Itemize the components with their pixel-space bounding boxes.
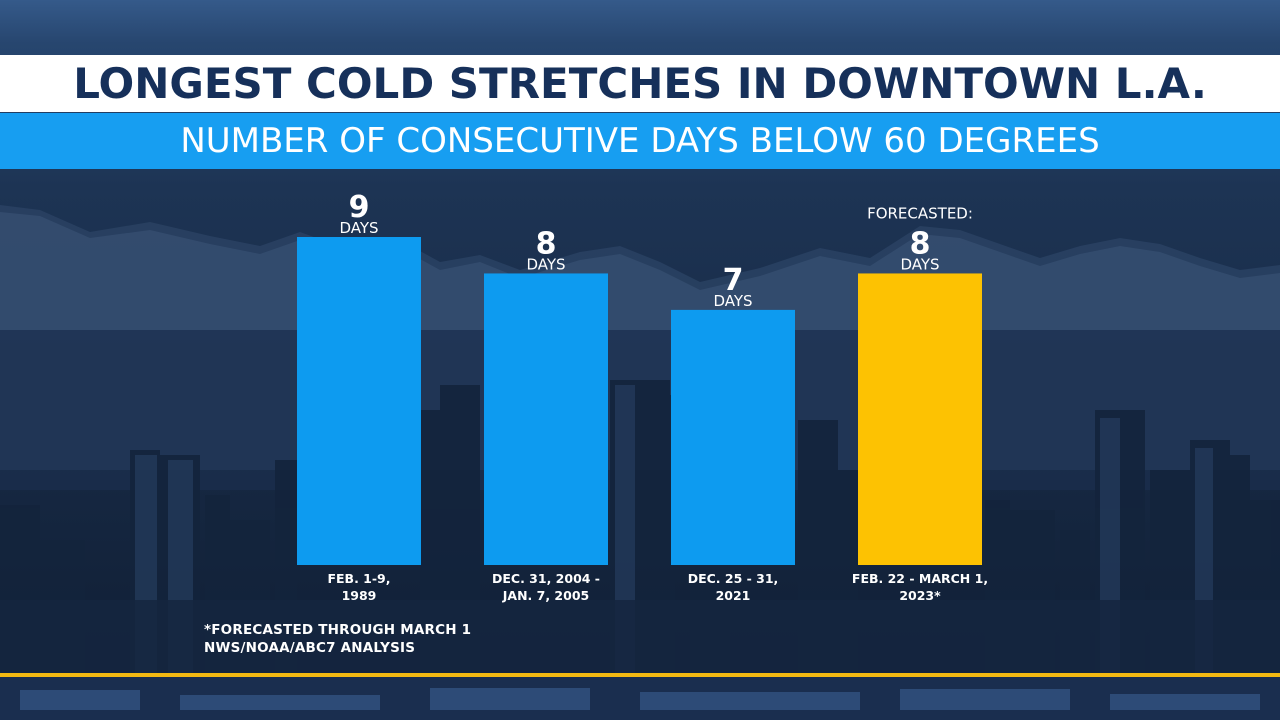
category-label: DEC. 31, 2004 - xyxy=(492,571,600,586)
bar-value-label: 9 xyxy=(349,190,370,225)
title-banner: LONGEST COLD STRETCHES IN DOWNTOWN L.A. xyxy=(0,55,1280,112)
bar xyxy=(858,273,982,565)
category-label: 2021 xyxy=(716,588,751,603)
chart-title: LONGEST COLD STRETCHES IN DOWNTOWN L.A. xyxy=(73,59,1207,108)
category-label: 2023* xyxy=(899,588,941,603)
accent-line xyxy=(0,673,1280,677)
forecast-label: FORECASTED: xyxy=(867,204,973,222)
category-label: JAN. 7, 2005 xyxy=(502,588,589,603)
bar xyxy=(484,273,608,565)
bar-unit-label: DAYS xyxy=(526,255,565,273)
category-label: DEC. 25 - 31, xyxy=(688,571,779,586)
bar-value-label: 7 xyxy=(723,263,744,298)
footnote-source: NWS/NOAA/ABC7 ANALYSIS xyxy=(204,640,416,656)
bar xyxy=(671,309,795,565)
category-label: FEB. 1-9, xyxy=(327,571,390,586)
bar-value-label: 8 xyxy=(536,226,557,261)
bar-unit-label: DAYS xyxy=(713,292,752,310)
chart-subtitle: NUMBER OF CONSECUTIVE DAYS BELOW 60 DEGR… xyxy=(180,121,1100,161)
bar xyxy=(297,237,421,565)
city-lights xyxy=(20,688,1260,710)
category-label: FEB. 22 - MARCH 1, xyxy=(852,571,988,586)
subtitle-banner: NUMBER OF CONSECUTIVE DAYS BELOW 60 DEGR… xyxy=(0,113,1280,169)
bar-unit-label: DAYS xyxy=(339,219,378,237)
bar-unit-label: DAYS xyxy=(900,255,939,273)
footnote-forecast: *FORECASTED THROUGH MARCH 1 xyxy=(204,622,472,638)
bar-value-label: 8 xyxy=(910,226,931,261)
footnote: *FORECASTED THROUGH MARCH 1 NWS/NOAA/ABC… xyxy=(204,621,471,657)
category-label: 1989 xyxy=(342,588,377,603)
